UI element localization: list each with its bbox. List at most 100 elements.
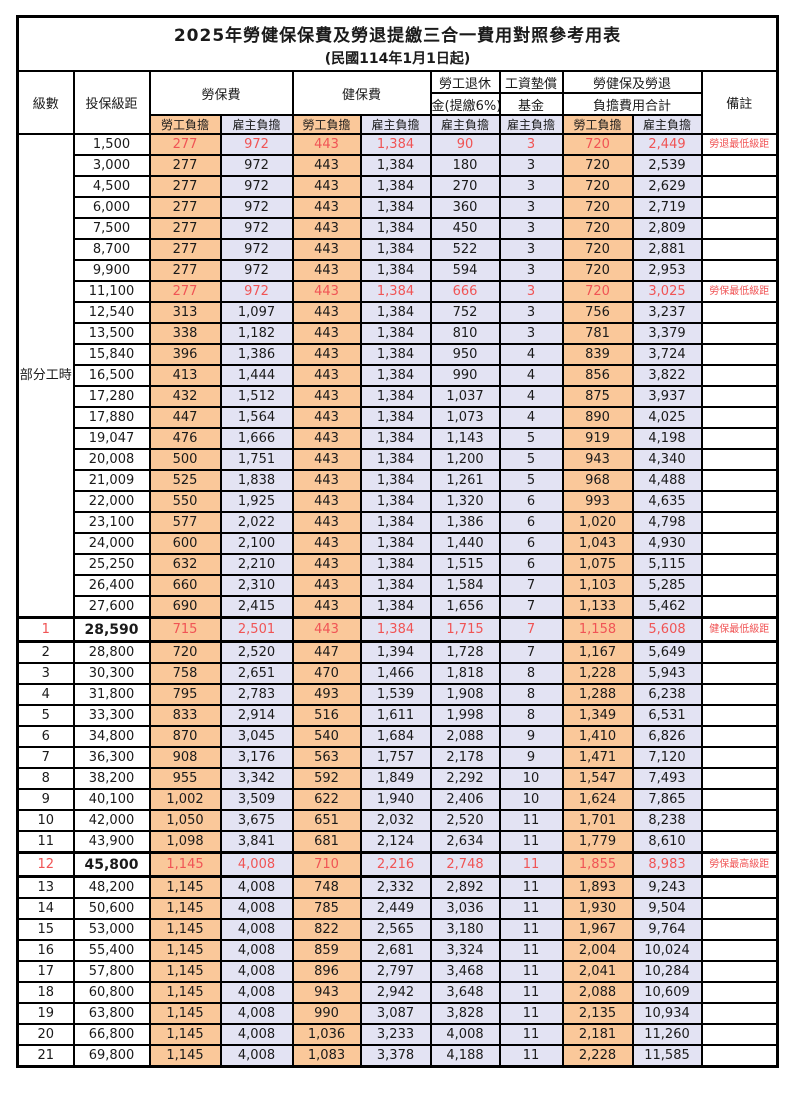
cell-value: 748 [291,875,362,899]
cell-value: 443 [291,280,362,303]
cell-value: 4,008 [219,875,294,899]
table-row: 23,100 577 2,022 443 1,384 1,386 6 1,020 4,798 [18,511,779,534]
cell-value: 720 [561,280,634,303]
cell-value: 396 [148,343,222,366]
table-row: 4 31,800 795 2,783 493 1,539 1,908 8 1,288 6,238 [16,683,779,706]
cell-value: 1,684 [359,725,432,748]
cell-value: 443 [291,364,362,387]
cell-value: 2,228 [561,1044,634,1068]
cell-value: 1,384 [359,595,432,619]
part-time-cell: 部分工時 [16,133,75,619]
cell-remark [700,830,779,854]
table-row: 15,840 396 1,386 443 1,384 950 4 839 3,724 [18,343,779,366]
cell-value: 447 [291,640,362,664]
cell-level: 1 [16,616,75,643]
cell-value: 2,914 [219,704,294,727]
cell-value: 413 [148,364,222,387]
cell-value: 1,349 [561,704,634,727]
header-total-line2: 負擔費用合計 [561,92,703,116]
cell-value: 3 [498,217,564,240]
cell-value: 690 [148,595,222,619]
cell-remark [700,1023,779,1046]
cell-value: 822 [291,918,362,941]
cell-value: 2,178 [429,746,501,769]
cell-bracket: 38,200 [72,767,151,790]
cell-value: 1,384 [359,217,432,240]
table-row: 4,500 277 972 443 1,384 270 3 720 2,629 [18,175,779,198]
cell-value: 1,893 [561,875,634,899]
cell-value: 1,444 [219,364,294,387]
cell-value: 270 [429,175,501,198]
cell-value: 180 [429,154,501,177]
cell-value: 1,384 [359,343,432,366]
cell-value: 10 [498,788,564,811]
cell-bracket: 48,200 [72,875,151,899]
cell-value: 11 [498,1002,564,1025]
cell-value: 3,237 [631,301,703,324]
cell-value: 1,818 [429,662,501,685]
cell-value: 720 [561,133,634,156]
cell-value: 4,340 [631,448,703,471]
cell-value: 338 [148,322,222,345]
cell-bracket: 36,300 [72,746,151,769]
cell-value: 955 [148,767,222,790]
cell-value: 651 [291,809,362,832]
cell-remark [700,875,779,899]
cell-value: 3,087 [359,1002,432,1025]
table-row: 6,000 277 972 443 1,384 360 3 720 2,719 [18,196,779,219]
cell-remark [700,960,779,983]
cell-value: 1,384 [359,574,432,597]
cell-value: 5 [498,427,564,450]
cell-value: 1,384 [359,532,432,555]
table-row: 13 48,200 1,145 4,008 748 2,332 2,892 11 1,893 9,… [16,875,779,899]
cell-bracket: 57,800 [72,960,151,983]
cell-bracket: 15,840 [72,343,151,366]
cell-value: 1,384 [359,616,432,643]
cell-value: 720 [561,154,634,177]
cell-value: 666 [429,280,501,303]
cell-level: 19 [16,1002,75,1025]
cell-value: 950 [429,343,501,366]
cell-value: 1,384 [359,280,432,303]
cell-bracket: 27,600 [72,595,151,619]
cell-remark: 勞退最低級距 [700,133,779,156]
cell-value: 11 [498,960,564,983]
cell-value: 2,797 [359,960,432,983]
cell-value: 1,410 [561,725,634,748]
cell-value: 972 [219,175,294,198]
cell-value: 2,032 [359,809,432,832]
cell-value: 3,324 [429,939,501,962]
cell-value: 2,332 [359,875,432,899]
cell-value: 5 [498,448,564,471]
cell-bracket: 60,800 [72,981,151,1004]
cell-bracket: 11,100 [72,280,151,303]
cell-value: 1,073 [429,406,501,429]
cell-value: 7 [498,640,564,664]
cell-value: 972 [219,238,294,261]
cell-remark [700,175,779,198]
cell-remark [700,322,779,345]
cell-level: 8 [16,767,75,790]
cell-value: 3,841 [219,830,294,854]
cell-value: 4,188 [429,1044,501,1068]
cell-value: 443 [291,175,362,198]
table-row: 11 43,900 1,098 3,841 681 2,124 2,634 11 1,779 8,… [16,830,779,854]
cell-remark: 勞保最高級距 [700,851,779,878]
table-row: 16 55,400 1,145 4,008 859 2,681 3,324 11 2,004 10… [16,939,779,962]
header-bracket: 投保級距 [72,70,151,135]
cell-value: 3 [498,238,564,261]
cell-bracket: 17,880 [72,406,151,429]
cell-value: 563 [291,746,362,769]
cell-value: 2,629 [631,175,703,198]
cell-value: 443 [291,259,362,282]
cell-bracket: 17,280 [72,385,151,408]
cell-value: 277 [148,154,222,177]
cell-value: 1,133 [561,595,634,619]
cell-value: 1,167 [561,640,634,664]
cell-value: 1,182 [219,322,294,345]
cell-value: 1,103 [561,574,634,597]
cell-value: 3,233 [359,1023,432,1046]
cell-value: 1,547 [561,767,634,790]
cell-value: 3,180 [429,918,501,941]
cell-value: 1,158 [561,616,634,643]
